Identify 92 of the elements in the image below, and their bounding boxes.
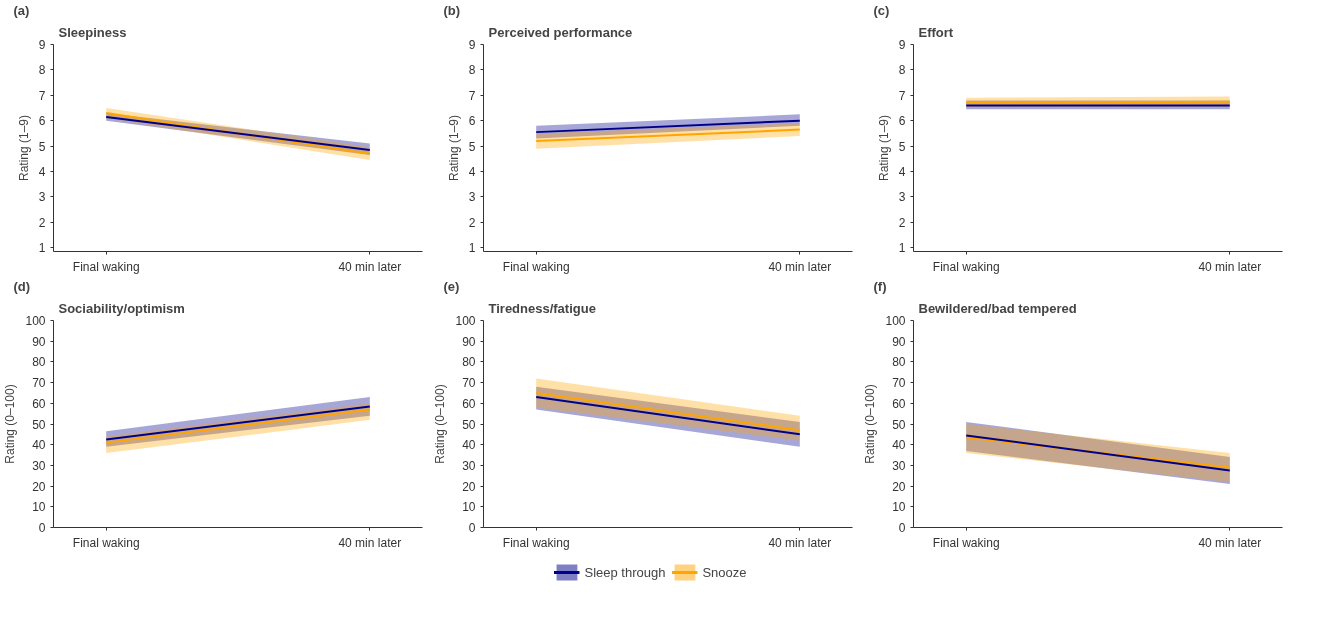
y-tick-label: 90 xyxy=(462,334,476,349)
y-tick-label: 5 xyxy=(468,139,476,154)
y-tick-label: 7 xyxy=(468,88,476,103)
y-tick-label: 8 xyxy=(468,63,476,78)
x-tick-label: Final waking xyxy=(502,259,570,274)
x-tick-label: 40 min later xyxy=(338,535,402,550)
x-tick-label: 40 min later xyxy=(1198,535,1262,550)
text: (a) xyxy=(13,2,30,18)
y-tick-label: 60 xyxy=(32,396,46,411)
y-tick-label: 40 xyxy=(462,438,476,453)
y-tick-label: 60 xyxy=(462,396,476,411)
y-tick-label: 4 xyxy=(898,164,906,179)
text: (f) xyxy=(873,278,887,294)
y-tick-label: 50 xyxy=(32,417,46,432)
y-tick-label: 1 xyxy=(38,241,46,256)
y-tick-label: 80 xyxy=(462,355,476,370)
y-tick-label: 40 xyxy=(892,438,906,453)
y-tick-label: 2 xyxy=(38,215,46,230)
y-tick-label: 0 xyxy=(468,521,476,535)
text: (d) xyxy=(13,278,31,294)
y-tick-label: 5 xyxy=(898,139,906,154)
y-tick-label: 2 xyxy=(898,215,906,230)
y-tick-label: 4 xyxy=(38,164,46,179)
y-tick-label: 3 xyxy=(468,190,476,205)
y-axis-title: Rating (1–9) xyxy=(446,114,461,182)
text: (e) xyxy=(443,278,460,294)
y-tick-label: 6 xyxy=(898,114,906,129)
y-tick-label: 60 xyxy=(892,396,906,411)
y-axis-title: Rating (1–9) xyxy=(16,114,31,182)
y-tick-label: 30 xyxy=(462,458,476,473)
y-tick-label: 10 xyxy=(892,500,906,515)
text: (c) xyxy=(873,2,890,18)
y-tick-label: 4 xyxy=(468,164,476,179)
chart-title: Effort xyxy=(918,24,954,40)
x-tick-label: 40 min later xyxy=(768,535,832,550)
y-tick-label: 2 xyxy=(468,215,476,230)
y-tick-label: 9 xyxy=(898,38,906,52)
y-tick-label: 6 xyxy=(38,114,46,129)
y-tick-label: 3 xyxy=(898,190,906,205)
y-tick-label: 100 xyxy=(885,314,906,328)
y-tick-label: 8 xyxy=(898,63,906,78)
y-tick-label: 100 xyxy=(25,314,46,328)
y-tick-label: 1 xyxy=(468,241,476,256)
x-tick-label: Final waking xyxy=(502,535,570,550)
legend-label: Sleep through xyxy=(584,564,666,580)
y-tick-label: 10 xyxy=(32,500,46,515)
y-tick-label: 10 xyxy=(462,500,476,515)
x-tick-label: Final waking xyxy=(72,259,140,274)
x-tick-label: 40 min later xyxy=(1198,259,1262,274)
y-tick-label: 0 xyxy=(38,521,46,535)
text: (b) xyxy=(443,2,461,18)
x-tick-label: Final waking xyxy=(932,259,1000,274)
y-tick-label: 70 xyxy=(892,376,906,391)
legend-label: Snooze xyxy=(702,564,747,580)
y-tick-label: 8 xyxy=(38,63,46,78)
x-tick-label: Final waking xyxy=(72,535,140,550)
y-tick-label: 70 xyxy=(32,376,46,391)
y-tick-label: 7 xyxy=(38,88,46,103)
y-tick-label: 30 xyxy=(892,458,906,473)
y-tick-label: 80 xyxy=(32,355,46,370)
y-tick-label: 100 xyxy=(455,314,476,328)
y-axis-title: Rating (1–9) xyxy=(876,114,891,182)
y-axis-title: Rating (0–100) xyxy=(3,384,18,464)
y-tick-label: 0 xyxy=(898,521,906,535)
y-tick-label: 90 xyxy=(32,334,46,349)
x-tick-label: 40 min later xyxy=(768,259,832,274)
y-tick-label: 80 xyxy=(892,355,906,370)
chart-title: Sleepiness xyxy=(58,24,127,40)
y-tick-label: 7 xyxy=(898,88,906,103)
y-tick-label: 90 xyxy=(892,334,906,349)
y-tick-label: 50 xyxy=(462,417,476,432)
y-tick-label: 20 xyxy=(892,479,906,494)
y-tick-label: 50 xyxy=(892,417,906,432)
chart-title: Tiredness/fatigue xyxy=(488,300,596,316)
y-tick-label: 20 xyxy=(462,479,476,494)
y-tick-label: 9 xyxy=(38,38,46,52)
y-axis-title: Rating (0–100) xyxy=(863,384,878,464)
y-tick-label: 70 xyxy=(462,376,476,391)
y-tick-label: 9 xyxy=(468,38,476,52)
y-axis-title: Rating (0–100) xyxy=(433,384,448,464)
y-tick-label: 20 xyxy=(32,479,46,494)
chart-title: Bewildered/bad tempered xyxy=(918,300,1077,316)
x-tick-label: Final waking xyxy=(932,535,1000,550)
x-tick-label: 40 min later xyxy=(338,259,402,274)
y-tick-label: 30 xyxy=(32,458,46,473)
chart-title: Perceived performance xyxy=(488,24,633,40)
chart-title: Sociability/optimism xyxy=(58,300,185,316)
y-tick-label: 3 xyxy=(38,190,46,205)
y-tick-label: 5 xyxy=(38,139,46,154)
y-tick-label: 40 xyxy=(32,438,46,453)
y-tick-label: 6 xyxy=(468,114,476,129)
y-tick-label: 1 xyxy=(898,241,906,256)
